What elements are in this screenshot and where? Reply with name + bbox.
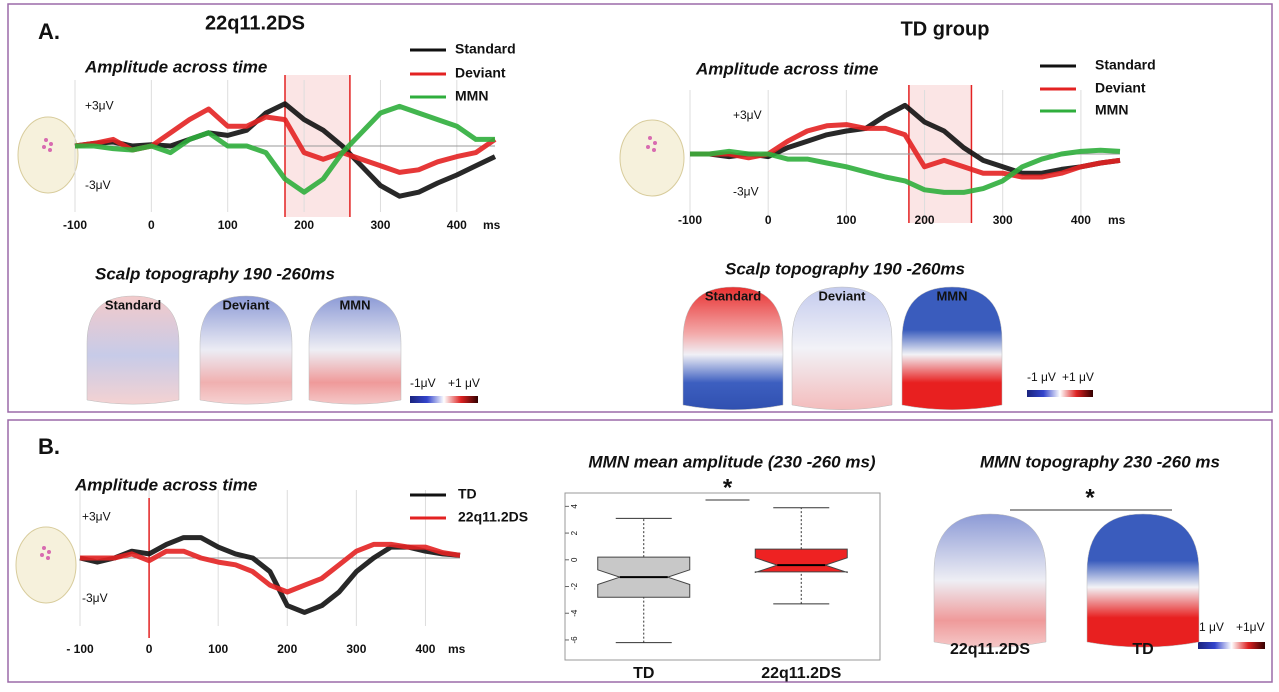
- chart-title: Amplitude across time: [74, 475, 257, 494]
- legend-label: 22q11.2DS: [458, 509, 528, 525]
- topography: [308, 295, 402, 405]
- legend-label: Standard: [455, 41, 516, 57]
- colorbar-label: -1μV: [410, 376, 436, 390]
- box: [754, 548, 848, 574]
- x-tick-label: 300: [993, 213, 1013, 227]
- colorbar-label: +1μV: [1236, 620, 1265, 634]
- panel-label: B.: [38, 434, 60, 459]
- x-tick-label: 300: [370, 218, 390, 232]
- topography: [901, 286, 1003, 410]
- y-tick-label: -3μV: [82, 591, 108, 605]
- y-tick-label: 2: [570, 530, 579, 535]
- x-tick-label: TD: [633, 665, 654, 682]
- x-tick-label: 22q11.2DS: [761, 665, 841, 682]
- y-tick-label: -6: [570, 636, 579, 644]
- group-title: TD group: [901, 18, 990, 40]
- x-tick-label: -100: [63, 218, 87, 232]
- topography: [933, 513, 1047, 648]
- colorbar-label: -1 μV: [1195, 620, 1224, 634]
- chart-title: MMN mean amplitude (230 -260 ms): [588, 452, 876, 471]
- x-tick-label: 200: [915, 213, 935, 227]
- x-tick-label: 400: [447, 218, 467, 232]
- x-tick-label: 200: [294, 218, 314, 232]
- topography: [86, 295, 180, 405]
- colorbar: [1198, 642, 1265, 649]
- y-tick-label: -3μV: [733, 185, 759, 199]
- topo-label: Deviant: [819, 288, 867, 303]
- panel-b-frame: [7, 419, 1273, 683]
- legend-label: TD: [458, 486, 477, 502]
- legend-label: Standard: [1095, 57, 1156, 73]
- topo-label: MMN: [936, 288, 967, 303]
- topography: [199, 295, 293, 405]
- topo-label: Deviant: [223, 297, 271, 312]
- group-title: 22q11.2DS: [205, 12, 305, 34]
- x-axis-label: ms: [1108, 213, 1126, 227]
- x-axis-label: ms: [483, 218, 501, 232]
- electrode-icon: [15, 116, 685, 604]
- x-axis-label: ms: [448, 642, 466, 656]
- topo-label: Standard: [705, 288, 761, 303]
- x-tick-label: 0: [765, 213, 772, 227]
- y-tick-label: 0: [570, 557, 579, 562]
- panel-label: A.: [38, 19, 60, 44]
- x-tick-label: 100: [836, 213, 856, 227]
- topography: [791, 286, 893, 410]
- y-tick-label: +3μV: [733, 108, 762, 122]
- x-tick-label: 100: [208, 642, 228, 656]
- electrode-cluster: [40, 136, 657, 560]
- series-line: [79, 535, 461, 615]
- colorbar-label: +1 μV: [448, 376, 480, 390]
- topo-label: Standard: [105, 297, 161, 312]
- x-tick-label: -100: [678, 213, 702, 227]
- topography: [1086, 513, 1200, 648]
- legend-label: MMN: [1095, 102, 1128, 118]
- section-title: Scalp topography 190 -260ms: [725, 259, 965, 278]
- significance: *: [723, 474, 733, 501]
- colorbar-label: -1 μV: [1027, 370, 1056, 384]
- y-tick-label: -2: [570, 582, 579, 590]
- colorbar: [410, 396, 478, 403]
- x-tick-label: 100: [218, 218, 238, 232]
- series-line: [80, 541, 461, 595]
- x-tick-label: 0: [148, 218, 155, 232]
- panel-a-frame: [7, 3, 1273, 413]
- x-tick-label: 400: [415, 642, 435, 656]
- x-tick-label: 200: [277, 642, 297, 656]
- plot-frame: [564, 492, 881, 661]
- topo-label: TD: [1132, 641, 1153, 658]
- y-tick-label: 4: [570, 504, 579, 509]
- y-tick-label: +3μV: [85, 99, 114, 113]
- legend-label: Deviant: [1095, 80, 1146, 96]
- y-tick-label: +3μV: [82, 509, 111, 523]
- x-tick-label: - 100: [66, 642, 94, 656]
- topo-label: MMN: [339, 297, 370, 312]
- series-line: [690, 147, 1121, 195]
- x-tick-label: 300: [346, 642, 366, 656]
- topography: [682, 286, 784, 410]
- legend-label: MMN: [455, 88, 488, 104]
- legend-label: Deviant: [455, 65, 506, 81]
- y-tick-label: -3μV: [85, 178, 111, 192]
- x-tick-label: 400: [1071, 213, 1091, 227]
- y-tick-label: -4: [570, 609, 579, 617]
- topo-label: 22q11.2DS: [950, 641, 1030, 658]
- chart-title: Amplitude across time: [84, 57, 267, 76]
- colorbar-label: +1 μV: [1062, 370, 1094, 384]
- section-title: Scalp topography 190 -260ms: [95, 264, 335, 283]
- section-title: MMN topography 230 -260 ms: [980, 452, 1220, 471]
- significance: *: [1085, 484, 1095, 511]
- colorbar: [1027, 390, 1093, 397]
- series-line: [75, 103, 495, 195]
- chart-title: Amplitude across time: [695, 59, 878, 78]
- x-tick-label: 0: [146, 642, 153, 656]
